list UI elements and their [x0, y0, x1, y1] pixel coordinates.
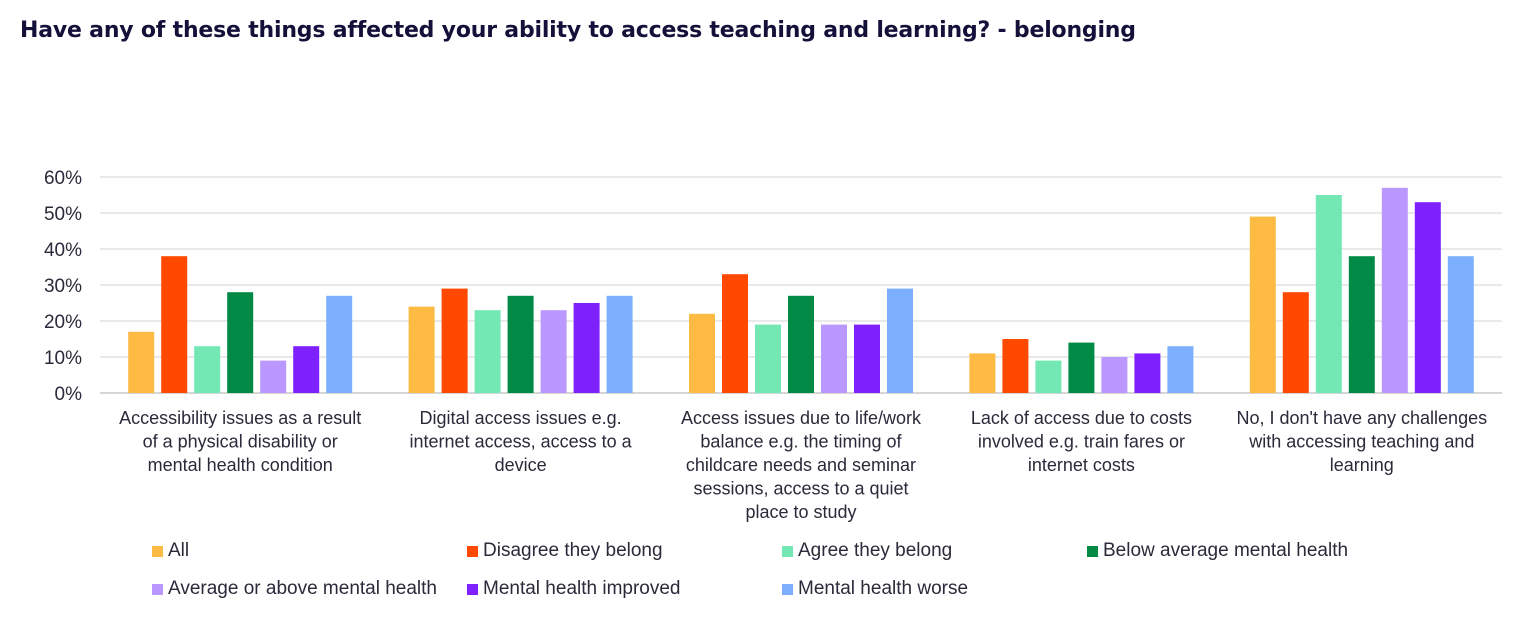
bar [227, 292, 254, 393]
bar [1002, 339, 1029, 393]
bar [1414, 202, 1441, 393]
y-tick-label: 20% [44, 312, 82, 333]
legend-swatch [152, 545, 163, 557]
bar [1381, 187, 1408, 393]
bar [1447, 256, 1474, 393]
y-tick-label: 60% [44, 168, 82, 189]
bar [1134, 353, 1161, 393]
legend-label: Average or above mental health [168, 578, 437, 599]
bar [606, 295, 633, 393]
legend-item: Mental health improved [467, 578, 681, 600]
x-category-label: Digital access issues e.g. internet acces… [410, 408, 633, 475]
bar [821, 324, 847, 393]
legend-item: Mental health worse [782, 578, 968, 600]
legend-item: Disagree they belong [467, 540, 663, 562]
bar [293, 346, 320, 393]
bar [161, 256, 188, 393]
x-axis-categories: Accessibility issues as a result of a phy… [119, 408, 1487, 522]
legend-item: Agree they belong [782, 540, 952, 562]
bar [1282, 292, 1309, 393]
bar [722, 274, 748, 393]
y-tick-label: 40% [44, 240, 82, 261]
bar [854, 324, 880, 393]
legend-label: Mental health improved [483, 578, 681, 599]
legend-item: Average or above mental health [152, 578, 437, 600]
bar [1249, 216, 1276, 393]
bar [1348, 256, 1375, 393]
y-tick-label: 10% [44, 348, 82, 369]
legend-label: All [168, 540, 190, 561]
bar [194, 346, 221, 393]
y-axis-ticks: 0% 10% 20% 30% 40% 50% 60% [44, 168, 82, 405]
bar [540, 310, 567, 393]
y-tick-label: 30% [44, 276, 82, 297]
legend-swatch [467, 545, 478, 557]
legend-item: Below average mental health [1087, 540, 1348, 562]
legend-swatch [782, 583, 793, 595]
bar [573, 303, 600, 393]
bar [507, 295, 534, 393]
legend-swatch [1087, 545, 1098, 557]
bars [128, 187, 1474, 393]
bar [326, 295, 353, 393]
bar [474, 310, 501, 393]
bar [1035, 360, 1062, 393]
bar [788, 295, 814, 393]
legend: All Disagree they belong Agree they belong… [152, 540, 1492, 620]
y-tick-label: 50% [44, 204, 82, 225]
bar-chart: 0% 10% 20% 30% 40% 50% 60% Accessibility issue… [44, 168, 1502, 522]
bar [755, 324, 781, 393]
x-category-label: Access issues due to life/work balance e.… [681, 408, 922, 522]
bar [441, 288, 468, 393]
x-category-label: Lack of access due to costs involved e.g.… [971, 408, 1192, 475]
bar [1167, 346, 1194, 393]
bar [969, 353, 996, 393]
legend-label: Agree they belong [798, 540, 953, 561]
legend-item: All [152, 540, 189, 562]
y-tick-label: 0% [55, 384, 83, 405]
x-category-label: No, I don't have any challenges with acce… [1236, 408, 1487, 475]
legend-label: Mental health worse [798, 578, 969, 599]
bar [1068, 342, 1095, 393]
chart-title: Have any of these things affected your a… [20, 18, 1136, 43]
bar [128, 331, 155, 393]
legend-label: Below average mental health [1103, 540, 1349, 561]
bar [260, 360, 287, 393]
bar [1101, 357, 1128, 393]
legend-swatch [467, 583, 478, 595]
bar [1315, 195, 1342, 393]
bar [887, 288, 913, 393]
legend-swatch [152, 583, 163, 595]
bar [408, 306, 435, 393]
legend-swatch [782, 545, 793, 557]
bar [689, 313, 715, 393]
legend-label: Disagree they belong [483, 540, 663, 561]
x-category-label: Accessibility issues as a result of a phy… [119, 408, 361, 475]
